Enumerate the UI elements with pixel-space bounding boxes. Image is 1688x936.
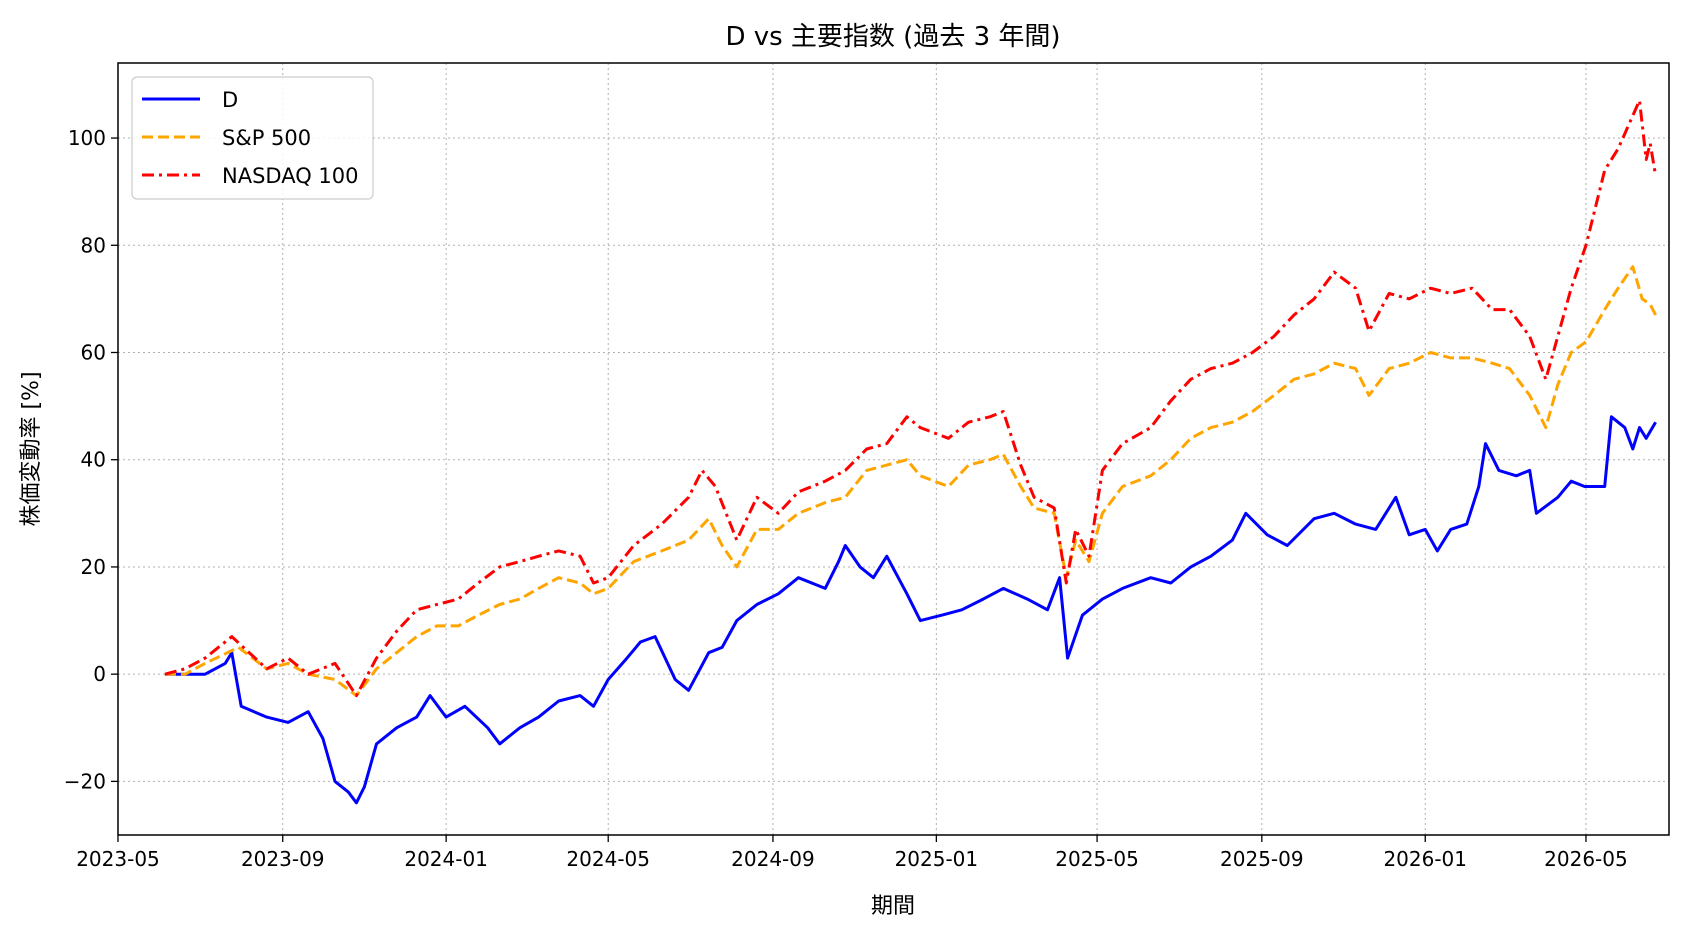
legend-label: S&P 500	[222, 126, 311, 150]
x-tick-label: 2025-09	[1220, 847, 1304, 871]
series-line-d	[164, 415, 1657, 805]
x-tick-label: 2023-05	[76, 847, 160, 871]
x-axis-label: 期間	[871, 894, 915, 919]
x-tick-label: 2026-05	[1544, 847, 1628, 871]
y-tick-label: 80	[81, 233, 106, 257]
series-line-s-p-500	[164, 265, 1657, 698]
x-tick-label: 2025-01	[895, 847, 979, 871]
x-tick-label: 2026-01	[1383, 847, 1467, 871]
series-lines	[164, 99, 1658, 805]
x-tick-label: 2024-09	[731, 847, 815, 871]
x-tick-label: 2024-05	[566, 847, 650, 871]
series-line-nasdaq-100	[164, 99, 1658, 698]
x-tick-label: 2024-01	[404, 847, 488, 871]
x-tick-label: 2023-09	[241, 847, 325, 871]
y-tick-label: −20	[64, 769, 106, 793]
y-tick-label: 20	[81, 555, 106, 579]
chart-title: D vs 主要指数 (過去 3 年間)	[725, 22, 1060, 52]
legend-box	[131, 76, 374, 200]
y-axis-ticks: −20 0 20 40 60 80 100	[64, 126, 118, 793]
y-tick-label: 0	[93, 662, 106, 686]
x-axis-ticks: 2023-05 2023-09 2024-01 2024-05 2024-09 2025-…	[76, 835, 1628, 871]
y-tick-label: 40	[81, 448, 106, 472]
legend-label: D	[222, 88, 238, 112]
legend-entries: D S&P 500 NASDAQ 100	[142, 88, 359, 188]
y-tick-label: 60	[81, 341, 106, 365]
x-tick-label: 2025-05	[1055, 847, 1139, 871]
legend: D S&P 500 NASDAQ 100	[131, 76, 374, 200]
y-axis-label: 株価変動率 [%]	[19, 371, 44, 526]
plot-frame	[117, 62, 1670, 836]
y-tick-label: 100	[68, 126, 106, 150]
legend-label: NASDAQ 100	[222, 164, 359, 188]
